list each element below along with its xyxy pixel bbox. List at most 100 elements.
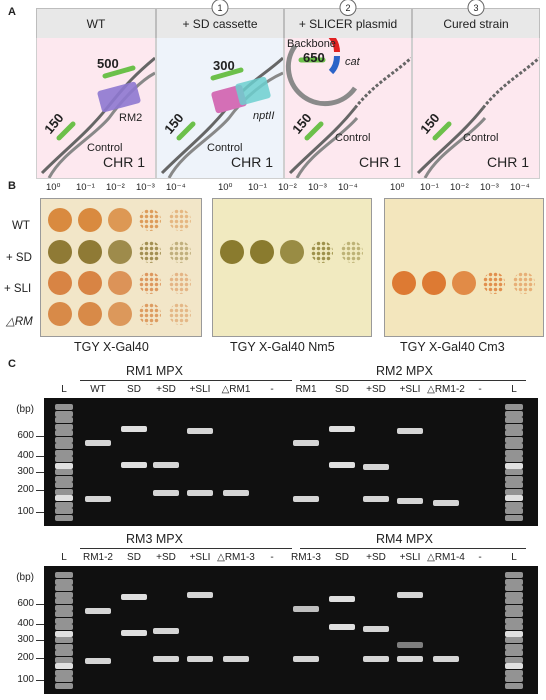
colony-spot (139, 303, 161, 325)
bp-unit-1: (bp) (16, 404, 34, 415)
gel-band (121, 426, 147, 432)
gel-band (505, 482, 523, 488)
colony-spot (250, 240, 274, 264)
gel-band (505, 611, 523, 617)
gel-band (55, 475, 73, 482)
plate-nm5 (212, 198, 372, 337)
gel-band (55, 650, 73, 656)
gel-band (505, 669, 523, 676)
colony-spot (78, 271, 102, 295)
dilution-label: 10⁻³ (136, 182, 155, 193)
lane-label: +SD (366, 384, 386, 395)
gel-band (293, 656, 319, 662)
dilution-label: 10⁻² (450, 182, 469, 193)
gel-band (55, 624, 73, 630)
marker-tick (36, 640, 44, 641)
colony-spot (48, 240, 72, 264)
gel-band (293, 496, 319, 502)
dilution-label: 10⁰ (218, 182, 233, 193)
gel-band (505, 501, 523, 508)
gel2-rule-right (300, 548, 526, 549)
panel-c-label: C (8, 358, 16, 370)
gel-band (55, 617, 73, 624)
gel-1 (44, 398, 538, 526)
gel-band (505, 423, 523, 430)
marker-label: 400 (17, 618, 34, 629)
gel-band (121, 630, 147, 636)
nptii-box (235, 76, 271, 106)
gel-band (55, 604, 73, 611)
row-rm: △RM (6, 316, 33, 328)
gel-band (223, 656, 249, 662)
colony-spot (513, 272, 535, 294)
gel-band (293, 606, 319, 612)
gel-band (55, 676, 73, 682)
colony-spot (78, 302, 102, 326)
marker-tick (36, 680, 44, 681)
gel1-title-left: RM1 MPX (126, 364, 183, 378)
gel-band (187, 428, 213, 434)
gel-band (55, 404, 73, 410)
gel-band (505, 469, 523, 475)
panel-a-label: A (8, 6, 16, 18)
lane-label: L (511, 384, 517, 395)
header-sli-text: + SLICER plasmid (298, 17, 398, 31)
marker-label: 400 (17, 450, 34, 461)
gel-band (505, 663, 523, 669)
plate-cm3 (384, 198, 544, 337)
header-wt-text: WT (86, 17, 106, 31)
control-label-sli: Control (335, 132, 371, 144)
gel-band (397, 428, 423, 434)
gel-band (505, 604, 523, 611)
gel-band (55, 630, 73, 637)
lane-label: +SD (156, 384, 176, 395)
gel-2 (44, 566, 538, 694)
gel-band (55, 682, 73, 689)
gel-band (505, 676, 523, 682)
colony-spot (48, 271, 72, 295)
gel-band (505, 410, 523, 417)
plate-caption-2: TGY X-Gal40 Nm5 (230, 340, 335, 354)
marker-label: 600 (17, 598, 34, 609)
lane-label: +SLI (189, 552, 211, 563)
marker-tick (36, 604, 44, 605)
gel-band (55, 578, 73, 585)
gel-band (55, 430, 73, 436)
gel-band (55, 462, 73, 469)
chr-label: CHR 1 (102, 154, 145, 170)
lane-label: △RM1-2 (427, 384, 465, 395)
gel-band (187, 656, 213, 662)
lane-label: +SLI (189, 384, 211, 395)
colony-spot (169, 272, 191, 294)
gel-band (397, 656, 423, 662)
colony-spot (220, 240, 244, 264)
dilution-label: 10⁻³ (480, 182, 499, 193)
nptii-label: nptII (253, 110, 275, 122)
gel-band (55, 423, 73, 430)
marker-label: 100 (17, 506, 34, 517)
gel-band (55, 417, 73, 423)
step-2-badge: 2 (339, 0, 357, 16)
lane-label: △RM1-3 (217, 552, 255, 563)
dilution-label: 10⁻⁴ (166, 182, 186, 193)
gel-band (329, 426, 355, 432)
marker-label: 300 (17, 634, 34, 645)
gel-band (505, 462, 523, 469)
gel-band (505, 591, 523, 598)
dilution-label: 10⁻¹ (420, 182, 439, 193)
marker-tick (36, 624, 44, 625)
lane-label: - (270, 552, 274, 563)
marker-tick (36, 490, 44, 491)
marker-label: 200 (17, 484, 34, 495)
colony-spot (392, 271, 416, 295)
dna-helix-cured (416, 56, 539, 178)
lane-label: RM1 (295, 384, 317, 395)
header-sd-text: + SD cassette (182, 17, 258, 31)
gel-band (363, 496, 389, 502)
gel-band (223, 490, 249, 496)
gel-band (433, 656, 459, 662)
gel-band (153, 462, 179, 468)
colony-spot (280, 240, 304, 264)
gel-band (55, 663, 73, 669)
header-sd: 1 + SD cassette (156, 0, 284, 40)
